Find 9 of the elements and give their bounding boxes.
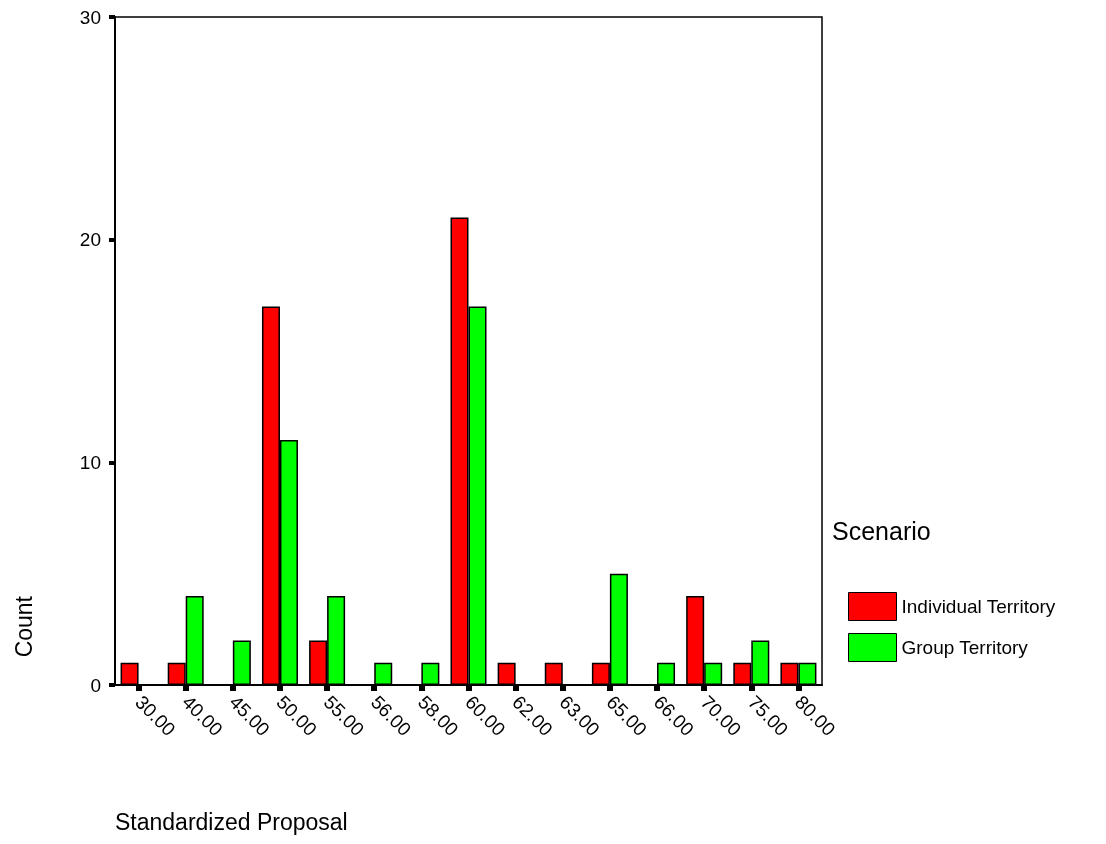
y-tick-label: 20: [79, 229, 101, 251]
y-tick-label: 10: [79, 451, 101, 473]
legend-label: Individual Territory: [901, 596, 1056, 617]
y-axis-title: Count: [10, 595, 37, 658]
legend-title: Scenario: [832, 516, 931, 545]
legend-label: Group Territory: [901, 637, 1029, 658]
y-tick-label: 30: [79, 6, 101, 28]
y-tick-label: 0: [90, 674, 101, 696]
x-axis-title: Standardized Proposal: [115, 808, 348, 835]
